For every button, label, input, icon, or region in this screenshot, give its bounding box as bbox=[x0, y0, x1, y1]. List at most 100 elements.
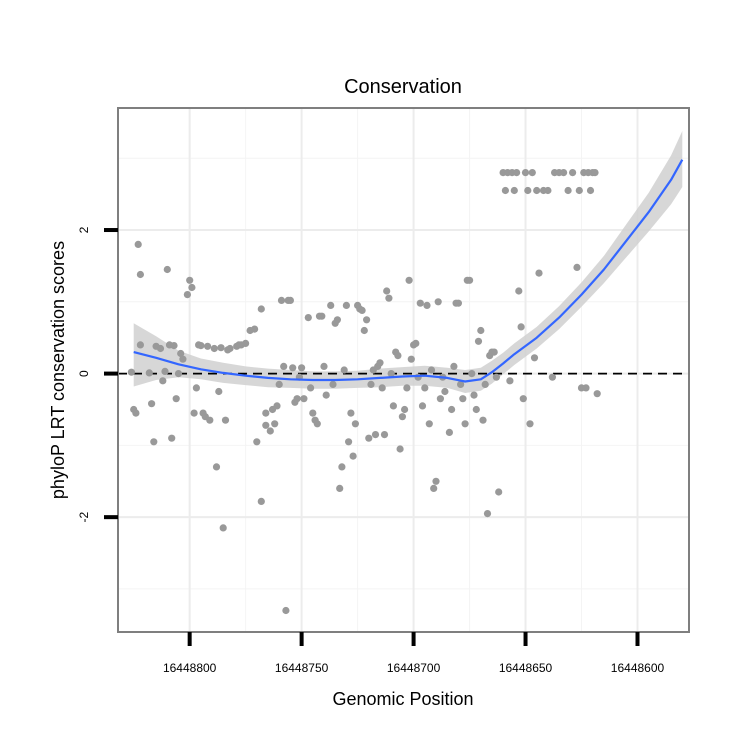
data-point bbox=[342, 301, 350, 309]
data-point bbox=[448, 405, 456, 414]
data-point bbox=[363, 316, 371, 324]
data-point bbox=[367, 380, 375, 388]
data-point bbox=[510, 186, 518, 195]
data-point bbox=[327, 301, 335, 309]
axes-layer: 16448800 16448750 16448700 16448650 16448600… bbox=[77, 226, 665, 675]
data-point bbox=[136, 341, 144, 349]
data-point bbox=[466, 276, 474, 284]
data-point bbox=[376, 359, 384, 367]
data-point bbox=[436, 395, 444, 403]
y-tick-label: 0 bbox=[77, 370, 91, 377]
data-point bbox=[273, 402, 281, 410]
data-point bbox=[387, 370, 395, 378]
data-point bbox=[430, 484, 438, 492]
data-point bbox=[586, 186, 595, 195]
data-point bbox=[282, 606, 290, 615]
data-point bbox=[145, 369, 153, 377]
data-point bbox=[132, 409, 140, 417]
data-point bbox=[515, 287, 523, 295]
data-point bbox=[300, 395, 308, 403]
data-point bbox=[360, 326, 368, 335]
data-point bbox=[136, 270, 144, 279]
data-point bbox=[313, 420, 321, 428]
data-point bbox=[148, 400, 156, 408]
data-point bbox=[336, 484, 344, 492]
confidence-band bbox=[133, 131, 683, 393]
data-point bbox=[286, 296, 294, 304]
data-point bbox=[192, 384, 200, 392]
data-point bbox=[575, 186, 583, 195]
data-point bbox=[289, 364, 297, 372]
data-point bbox=[434, 298, 442, 306]
data-point bbox=[490, 348, 498, 356]
smooth-line bbox=[133, 159, 684, 383]
data-point bbox=[383, 287, 391, 295]
data-point bbox=[159, 377, 167, 385]
data-point bbox=[309, 409, 317, 417]
data-point bbox=[340, 366, 348, 374]
data-point bbox=[528, 169, 536, 177]
data-point bbox=[212, 463, 221, 471]
data-point bbox=[188, 283, 196, 292]
data-point bbox=[215, 387, 223, 396]
data-point bbox=[470, 391, 478, 399]
data-point bbox=[251, 325, 259, 333]
data-point bbox=[134, 240, 142, 248]
data-point bbox=[582, 384, 590, 392]
data-point bbox=[468, 370, 476, 378]
data-point bbox=[304, 314, 312, 322]
data-point bbox=[320, 362, 328, 370]
data-point bbox=[389, 402, 397, 410]
points-layer bbox=[127, 169, 601, 615]
data-point bbox=[403, 384, 411, 392]
data-point bbox=[329, 380, 337, 388]
x-tick-label: 16448650 bbox=[499, 661, 553, 675]
data-point bbox=[170, 342, 178, 350]
data-point bbox=[358, 306, 366, 314]
data-point bbox=[427, 366, 436, 374]
data-point bbox=[161, 367, 169, 375]
data-point bbox=[533, 186, 541, 195]
data-point bbox=[416, 299, 424, 307]
data-point bbox=[521, 169, 530, 177]
data-point bbox=[371, 431, 380, 439]
data-point bbox=[591, 169, 599, 177]
data-point bbox=[495, 488, 503, 496]
data-point bbox=[526, 420, 534, 428]
x-tick-label: 16448600 bbox=[611, 661, 665, 675]
data-point bbox=[183, 291, 191, 299]
data-point bbox=[179, 355, 187, 363]
data-point bbox=[548, 373, 557, 381]
data-point bbox=[242, 339, 250, 347]
data-point bbox=[365, 434, 373, 442]
confidence-band-layer bbox=[133, 131, 683, 393]
data-point bbox=[396, 445, 404, 453]
data-point bbox=[275, 380, 283, 388]
data-point bbox=[524, 186, 532, 195]
chart-title: Conservation bbox=[344, 76, 462, 98]
data-point bbox=[262, 421, 270, 429]
x-tick-label: 16448750 bbox=[275, 661, 329, 675]
data-point bbox=[257, 305, 265, 313]
data-point bbox=[293, 395, 301, 403]
data-point bbox=[544, 186, 552, 195]
data-point bbox=[219, 524, 227, 532]
data-point bbox=[168, 434, 176, 442]
data-point bbox=[318, 312, 326, 320]
data-point bbox=[441, 387, 449, 396]
data-point bbox=[501, 186, 509, 195]
data-point bbox=[257, 497, 265, 505]
data-point bbox=[479, 416, 487, 424]
data-point bbox=[217, 344, 225, 352]
data-point bbox=[307, 384, 315, 392]
data-point bbox=[298, 364, 306, 372]
y-axis-title: phyloP LRT conservation scores bbox=[48, 241, 68, 499]
data-point bbox=[197, 342, 205, 350]
data-point bbox=[506, 377, 514, 385]
data-point bbox=[172, 395, 180, 403]
data-point bbox=[445, 428, 453, 436]
data-point bbox=[280, 362, 288, 370]
data-point bbox=[481, 380, 489, 388]
data-point bbox=[535, 269, 543, 277]
x-tick-label: 16448800 bbox=[163, 661, 217, 675]
